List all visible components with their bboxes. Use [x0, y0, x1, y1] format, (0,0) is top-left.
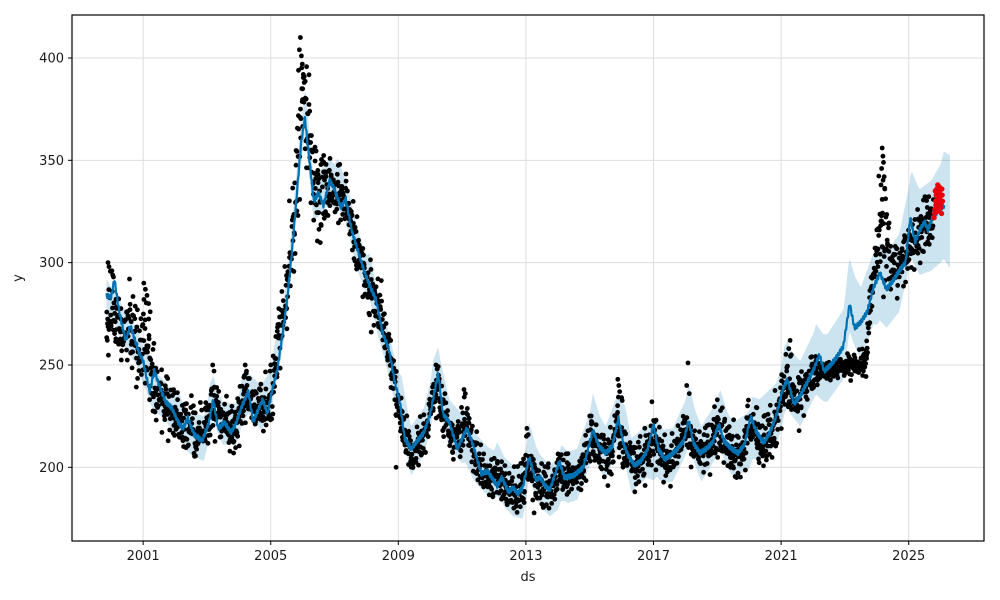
y-axis-label: y — [11, 274, 26, 282]
axes-spines-and-ticks: 2001 2005 2009 2013 2017 2021 2025 200 250 300 350… — [39, 14, 985, 564]
y-tick-label: 300 — [39, 256, 64, 271]
observed-scatter-points — [104, 35, 936, 516]
x-tick-label: 2001 — [127, 549, 160, 564]
x-tick-label: 2009 — [382, 549, 415, 564]
y-tick-label: 250 — [39, 358, 64, 373]
y-tick-label: 200 — [39, 461, 64, 476]
x-tick-label: 2017 — [637, 549, 670, 564]
forecast-line — [105, 115, 946, 497]
x-tick-label: 2005 — [254, 549, 287, 564]
y-tick-label: 350 — [39, 154, 64, 169]
x-tick-label: 2013 — [509, 549, 542, 564]
x-tick-label: 2021 — [765, 549, 798, 564]
y-tick-label: 400 — [39, 51, 64, 66]
x-tick-label: 2025 — [892, 549, 925, 564]
anomaly-scatter-points — [931, 182, 946, 221]
x-axis-label: ds — [520, 570, 535, 585]
